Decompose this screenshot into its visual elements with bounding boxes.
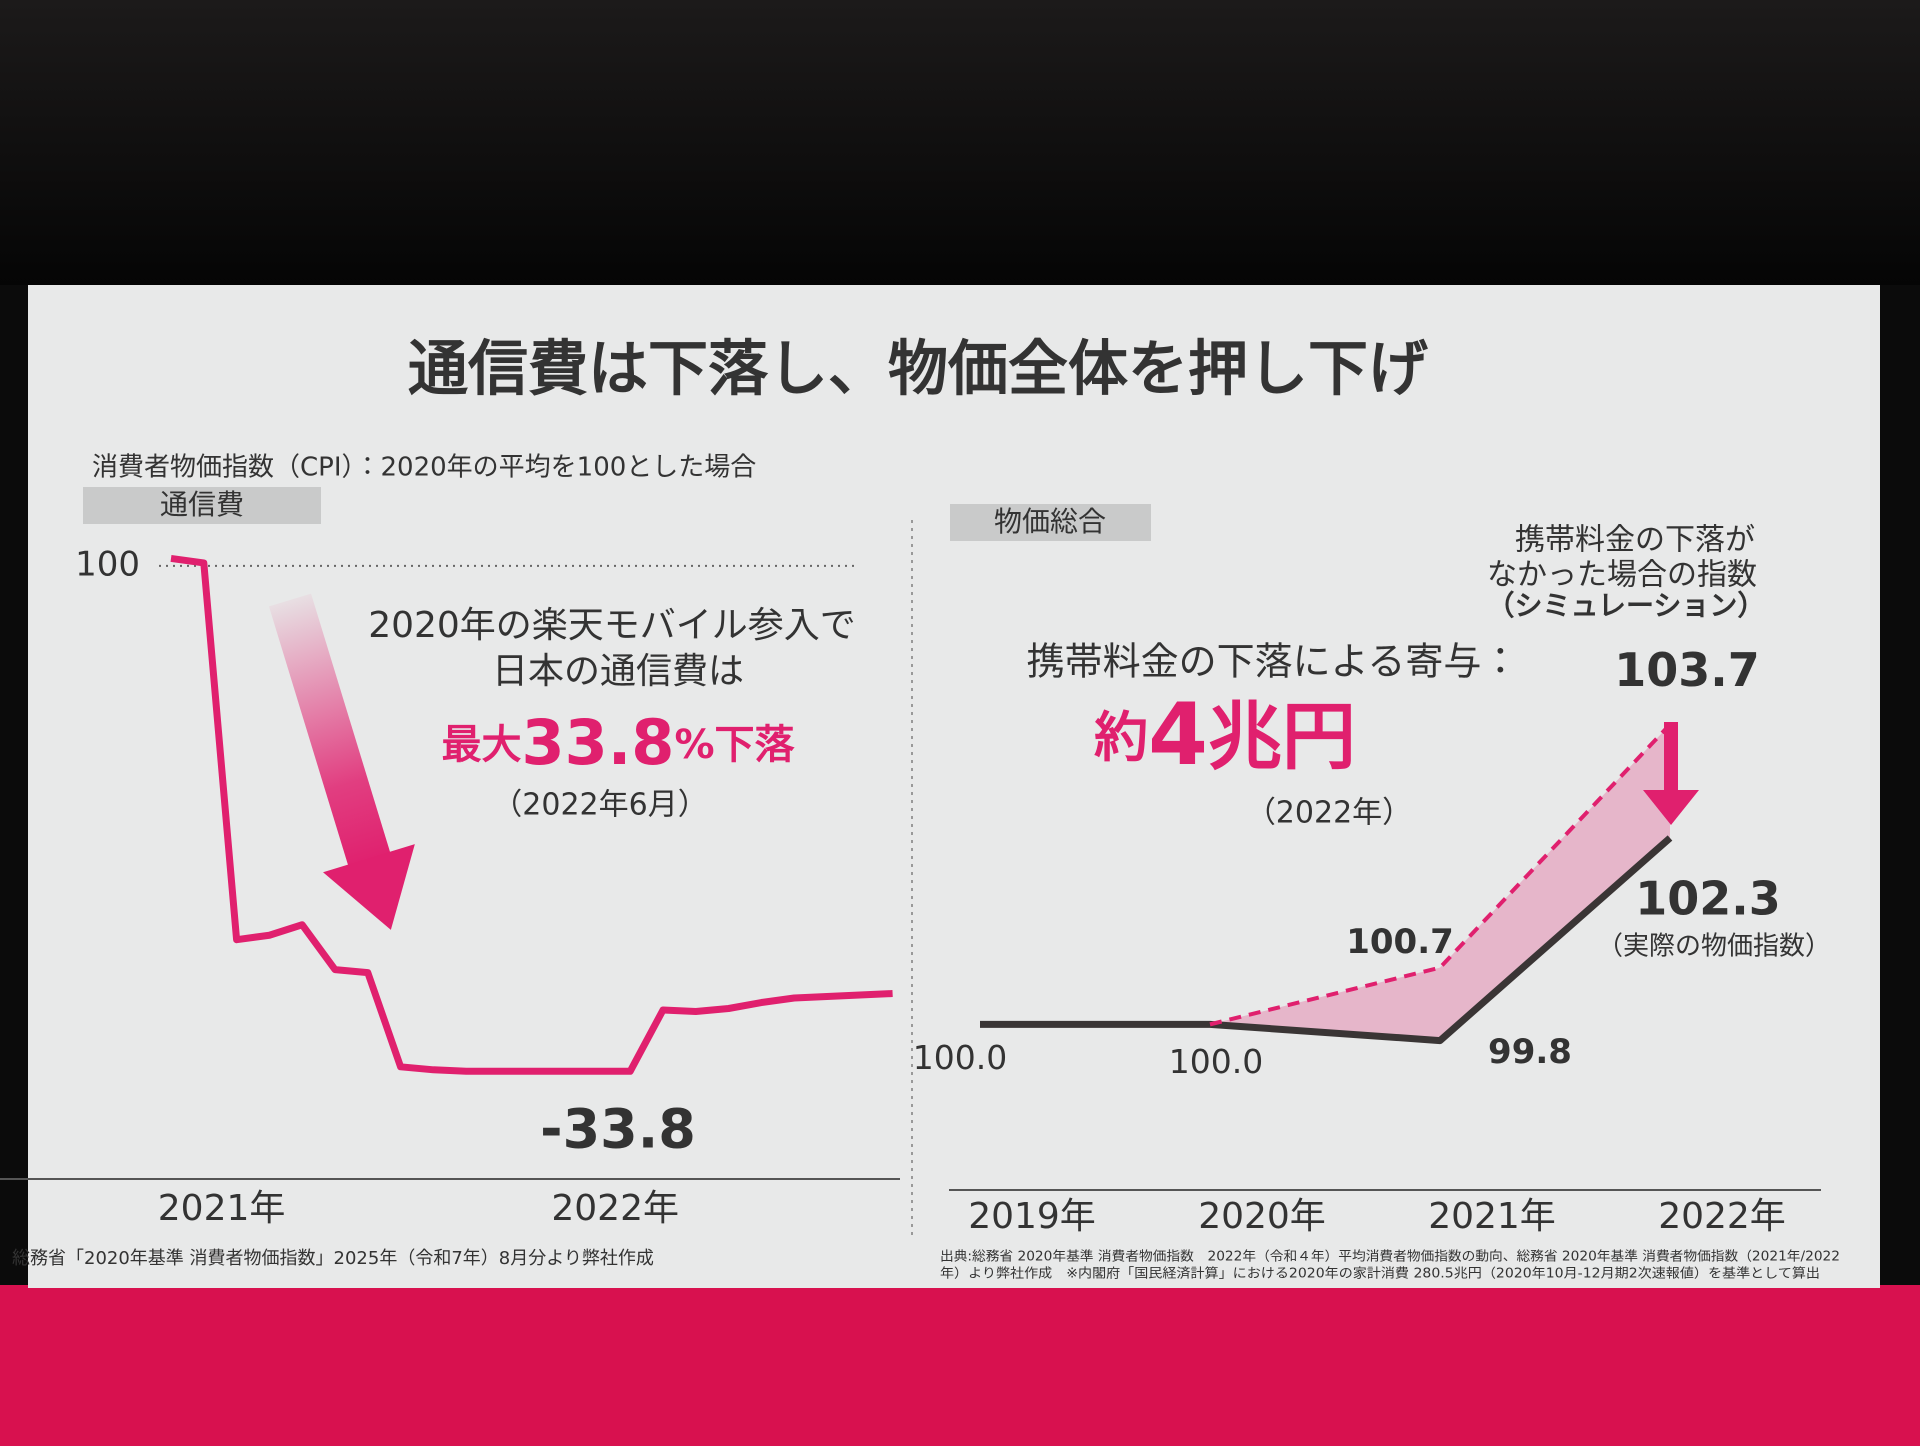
slide	[28, 285, 1880, 1288]
annotation-part: %下落	[674, 722, 795, 768]
source: 総務省「2020年基準 消費者物価指数」2025年（令和7年）8月分より弊社作成	[12, 1248, 654, 1269]
annotation: 携帯料金の下落による寄与：	[1027, 640, 1520, 684]
annotation: （2022年）	[1246, 796, 1412, 831]
annotation: 最大33.8%下落	[441, 706, 795, 779]
annotation: （2022年6月）	[492, 788, 707, 823]
stage	[0, 0, 1920, 285]
slide-title: 通信費は下落し、物価全体を押し下げ	[408, 335, 1428, 405]
panel-tag	[950, 504, 1151, 541]
annotation-part: 約	[1094, 706, 1148, 769]
value-label: 100.0	[1169, 1042, 1263, 1081]
line	[170, 554, 893, 1075]
panel-label: 物価総合	[994, 505, 1106, 538]
x-tick-label: 2022年	[1658, 1196, 1786, 1237]
x-tick-label: 2021年	[1428, 1196, 1556, 1237]
series-name: （実際の物価指数）	[1597, 932, 1831, 962]
subtitle: 消費者物価指数（CPI）：2020年の平均を100とした場合	[92, 453, 756, 483]
annotation-part: 最大	[441, 722, 521, 768]
value-label: 100.7	[1346, 922, 1454, 962]
x-tick-label: 2020年	[1198, 1196, 1326, 1237]
annotation: 携帯料金の下落が	[1515, 523, 1755, 558]
down-arrow	[268, 593, 415, 930]
down-arrow	[1643, 722, 1699, 825]
x-tick-label: 2022年	[551, 1188, 679, 1229]
annotation: 2020年の楽天モバイル参入で	[368, 605, 856, 646]
source: 年）より弊社作成 ※内閣府「国民経済計算」における2020年の家計消費 280.…	[940, 1266, 1820, 1282]
source: 出典:総務省 2020年基準 消費者物価指数 2022年（令和４年）平均消費者物…	[940, 1249, 1840, 1265]
line	[1209, 723, 1672, 1027]
stage-floor	[0, 1285, 1920, 1446]
series-name: （シミュレーション）	[1487, 589, 1766, 622]
annotation-part: 4	[1148, 685, 1208, 785]
value-label: 100.0	[913, 1038, 1007, 1077]
annotation-part: 兆円	[1208, 694, 1356, 780]
x-tick-label: 2019年	[968, 1196, 1096, 1237]
reference-label: 100	[75, 544, 140, 584]
annotation-part: 33.8	[521, 706, 674, 779]
x-tick-label: 2021年	[158, 1188, 286, 1229]
value-label: 102.3	[1635, 871, 1781, 925]
annotation: なかった場合の指数	[1487, 558, 1757, 593]
line	[980, 835, 1673, 1045]
annotation: 約4兆円	[1094, 685, 1356, 785]
panel-tag	[83, 487, 321, 524]
annotation: 日本の通信費は	[492, 651, 744, 692]
annotation: -33.8	[540, 1098, 696, 1161]
value-label: 103.7	[1614, 643, 1760, 697]
gap-area	[1210, 724, 1670, 1041]
value-label: 99.8	[1488, 1032, 1572, 1072]
panel-label: 通信費	[160, 488, 244, 521]
